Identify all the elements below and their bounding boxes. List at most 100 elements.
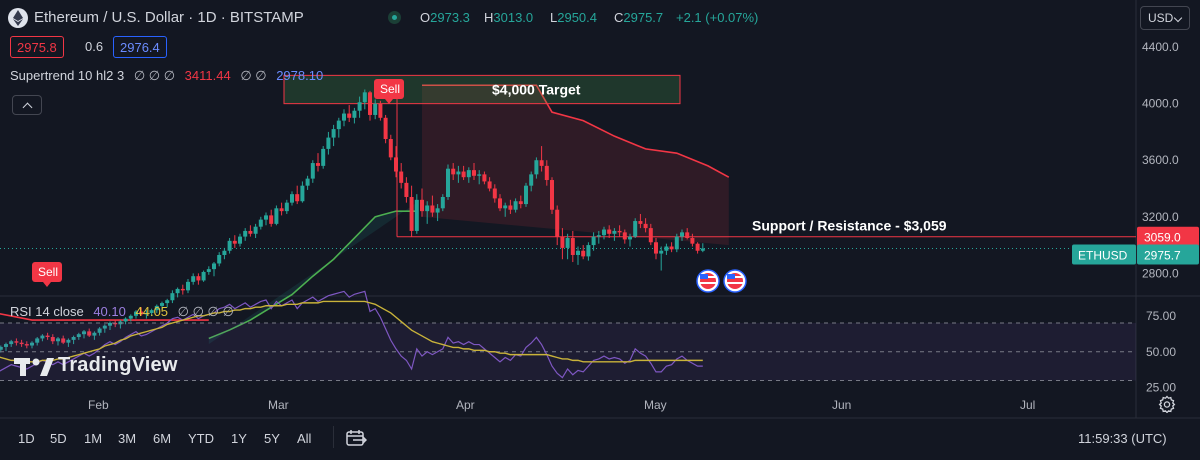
candle-body xyxy=(654,242,658,254)
collapse-legend-button[interactable] xyxy=(12,95,42,115)
supertrend-down-value: 2978.10 xyxy=(276,68,324,83)
candle-body xyxy=(274,208,279,224)
candle-body xyxy=(102,325,107,329)
range-ytd[interactable]: YTD xyxy=(188,431,214,446)
candle-body xyxy=(492,188,497,199)
supertrend-down-line-early xyxy=(0,313,209,321)
candle-body xyxy=(472,170,476,176)
utc-clock[interactable]: 11:59:33 (UTC) xyxy=(1078,431,1167,446)
candle-body xyxy=(378,103,383,118)
candle-body xyxy=(440,196,445,209)
candle-body xyxy=(451,168,456,175)
last-price-label: 2975.7 xyxy=(1144,248,1181,262)
time-tick-label: May xyxy=(644,398,667,412)
sell-signal-label: Sell xyxy=(38,265,58,279)
sell-price-box[interactable]: 2975.8 xyxy=(10,36,64,58)
candle-body xyxy=(456,171,461,175)
candle-body xyxy=(534,160,539,175)
candle-body xyxy=(680,232,684,237)
candle-body xyxy=(9,341,14,345)
sell-signal-label: Sell xyxy=(380,82,400,96)
us-event-flag-stripe-icon xyxy=(700,282,716,284)
candle-body xyxy=(659,250,664,254)
range-1d[interactable]: 1D xyxy=(18,431,35,446)
candle-body xyxy=(498,198,502,209)
candle-body xyxy=(61,338,66,343)
candle-body xyxy=(248,230,253,234)
candle-body xyxy=(617,230,622,233)
price-tick-label: 3200.0 xyxy=(1142,210,1179,224)
range-1y[interactable]: 1Y xyxy=(231,431,247,446)
candle-body xyxy=(30,342,34,346)
range-5y[interactable]: 5Y xyxy=(264,431,280,446)
candle-body xyxy=(612,230,617,234)
candle-body xyxy=(368,92,372,115)
range-all[interactable]: All xyxy=(297,431,312,446)
candle-body xyxy=(295,194,300,202)
time-tick-label: Mar xyxy=(268,398,289,412)
axes: 2800.0 3200.0 3600.0 4000.0 4400.0 25.00 50.00… xyxy=(88,40,1179,412)
candle-body xyxy=(201,271,206,281)
candle-body xyxy=(685,232,690,239)
candle-body xyxy=(269,215,274,224)
candle-body xyxy=(40,335,45,339)
supertrend-legend[interactable]: Supertrend 10 hl2 3 ∅ ∅ ∅ 3411.44 ∅ ∅ 29… xyxy=(10,68,323,84)
candle-body xyxy=(430,205,435,213)
candle-body xyxy=(404,182,409,197)
candle-body xyxy=(674,236,679,250)
target-zone xyxy=(283,74,681,105)
candle-body xyxy=(305,178,310,186)
range-5d[interactable]: 5D xyxy=(50,431,67,446)
rsi-ma-line xyxy=(0,300,703,363)
supertrend-down-line xyxy=(422,84,730,178)
sell-signal-pointer xyxy=(385,99,393,104)
candle-body xyxy=(648,228,653,243)
last-price-tag xyxy=(1137,244,1199,265)
candle-body xyxy=(570,238,575,255)
candle-body xyxy=(24,344,29,346)
rsi-legend[interactable]: RSI 14 close 40.10 44.05 ∅ ∅ ∅ ∅ xyxy=(10,304,234,320)
buy-price-box[interactable]: 2976.4 xyxy=(113,36,167,58)
candle-body xyxy=(321,148,326,166)
candle-body xyxy=(477,174,482,176)
candle-body xyxy=(394,157,398,172)
candle-body xyxy=(638,221,643,224)
candle-body xyxy=(565,238,570,248)
sell-signal-box xyxy=(32,262,62,282)
gear-icon[interactable] xyxy=(1158,395,1176,413)
candle-body xyxy=(66,339,71,343)
candle-body xyxy=(591,236,596,246)
supertrend-label: Supertrend 10 hl2 3 xyxy=(10,68,125,83)
range-3m[interactable]: 3M xyxy=(118,431,137,446)
candle-body xyxy=(664,246,669,251)
rsi-pane xyxy=(0,290,1136,381)
us-event-flag-stripe-icon xyxy=(727,282,743,284)
candle-body xyxy=(264,215,268,220)
market-status-icon[interactable] xyxy=(388,11,401,24)
candle-body xyxy=(513,201,518,210)
currency-select[interactable]: USD xyxy=(1140,6,1190,30)
candle-body xyxy=(466,170,471,178)
date-range-icon[interactable] xyxy=(345,428,367,448)
range-1m[interactable]: 1M xyxy=(84,431,103,446)
ethereum-icon xyxy=(8,8,28,28)
candle-body xyxy=(232,240,237,244)
ohlc-open: O2973.3 xyxy=(420,10,470,25)
price-tick-label: 2800.0 xyxy=(1142,266,1179,280)
symbol-tag xyxy=(1072,244,1136,265)
symbol-title[interactable]: Ethereum / U.S. Dollar · 1D · BITSTAMP xyxy=(34,9,304,26)
candle-body xyxy=(388,139,393,158)
candle-body xyxy=(357,102,362,111)
rsi-tick-label: 25.00 xyxy=(1146,381,1176,395)
candle-body xyxy=(108,322,112,326)
candle-body xyxy=(149,310,154,313)
candle-body xyxy=(300,185,305,202)
candle-body xyxy=(134,311,138,316)
candle-body xyxy=(0,346,3,350)
candle-body xyxy=(4,344,8,347)
candle-body xyxy=(529,174,534,186)
candle-body xyxy=(310,163,315,179)
supertrend-down-fill xyxy=(422,85,729,246)
range-6m[interactable]: 6M xyxy=(153,431,172,446)
